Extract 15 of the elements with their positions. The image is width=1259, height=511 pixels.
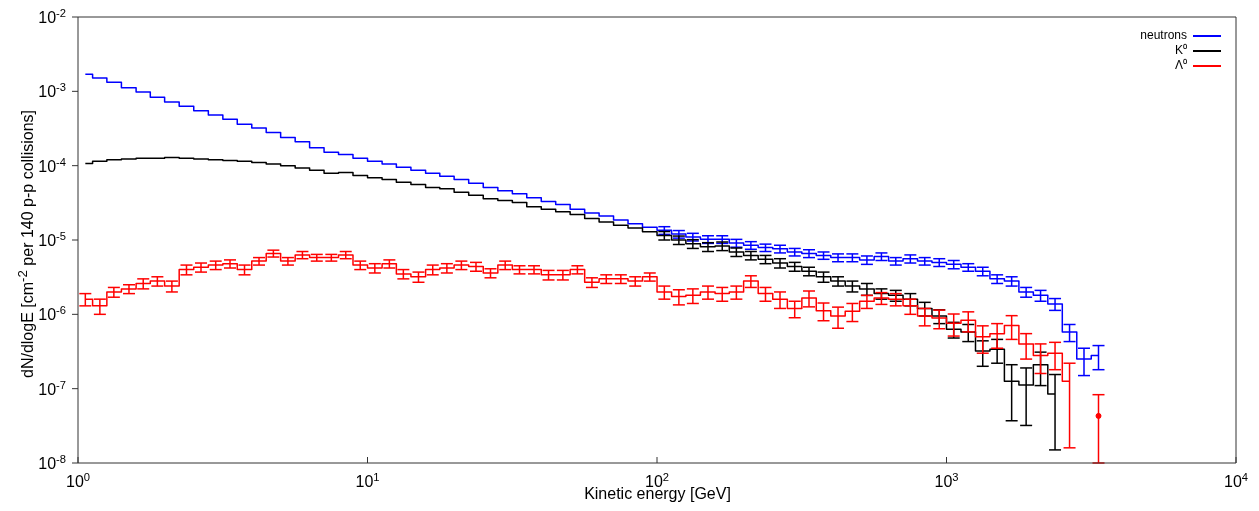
x-tick-label: 10$^{0}$ xyxy=(65,471,91,490)
x-tick-label: 10$^{3}$ xyxy=(934,471,959,490)
legend-label: K⁰ xyxy=(1174,43,1187,58)
legend-label: neutrons xyxy=(1140,28,1187,43)
y-tick-label: 10$^{-8}$ xyxy=(38,453,66,472)
y-tick-label: 10$^{-6}$ xyxy=(38,304,66,324)
y-tick-label: 10$^{-3}$ xyxy=(38,81,66,101)
x-tick-label: 10$^{4}$ xyxy=(1223,471,1249,490)
y-tick-label: 10$^{-4}$ xyxy=(38,155,66,175)
y-tick-label: 10$^{-5}$ xyxy=(38,230,66,249)
y-tick-label: 10$^{-7}$ xyxy=(38,378,66,398)
legend-label: Λ⁰ xyxy=(1174,58,1187,73)
x-tick-label: 10$^{2}$ xyxy=(644,471,670,490)
y-tick-label: 10$^{-2}$ xyxy=(38,7,66,26)
x-tick-label: 10$^{1}$ xyxy=(355,471,380,490)
